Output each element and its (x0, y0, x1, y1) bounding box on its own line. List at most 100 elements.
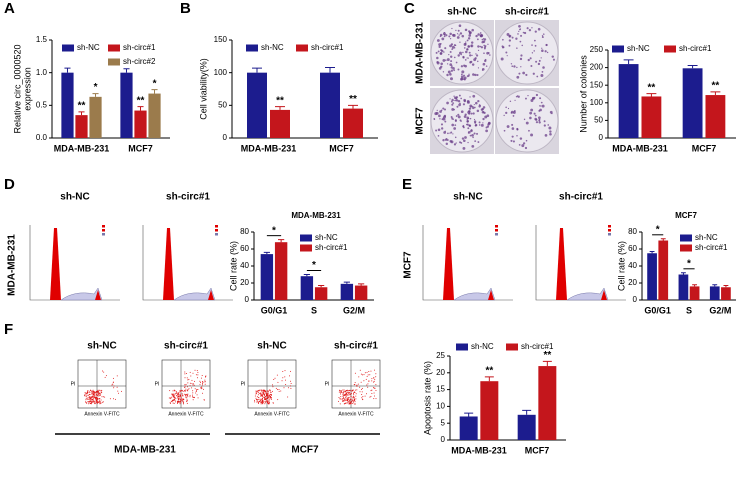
error-bar (710, 91, 721, 96)
colony (474, 121, 477, 124)
significance: * (94, 82, 98, 93)
colony (520, 54, 523, 57)
event-dot (185, 383, 187, 385)
event-dot (266, 400, 268, 402)
event-dot (348, 394, 350, 396)
event-dot (265, 395, 267, 397)
event-dot (112, 381, 114, 383)
colony (477, 67, 480, 69)
event-dot (272, 386, 274, 388)
event-dot (339, 398, 341, 400)
colony (464, 59, 467, 61)
event-dot (98, 395, 100, 397)
event-dot (201, 375, 203, 377)
colony (551, 55, 554, 58)
colony (517, 95, 520, 98)
event-dot (268, 400, 270, 402)
colony (459, 41, 461, 43)
event-dot (184, 386, 186, 388)
event-dot (348, 390, 350, 392)
colony (449, 63, 453, 67)
colony (501, 45, 504, 48)
event-dot (366, 393, 368, 395)
significance: * (312, 260, 316, 271)
colony (538, 59, 541, 62)
event-dot (266, 392, 268, 394)
legend-swatch (296, 44, 308, 52)
y-tick-label: 50 (218, 100, 227, 109)
event-dot (171, 395, 173, 397)
colony (453, 143, 457, 146)
colony (435, 129, 438, 132)
event-dot (342, 395, 344, 397)
significance: ** (78, 101, 86, 112)
event-dot (186, 400, 188, 402)
event-dot (349, 402, 351, 404)
colony (511, 127, 515, 130)
axis-label: PI (71, 381, 76, 387)
colony (449, 73, 452, 76)
event-dot (347, 397, 349, 399)
colony (456, 105, 459, 108)
event-dot (254, 395, 256, 397)
event-dot (351, 389, 353, 391)
event-dot (99, 397, 101, 399)
event-dot (350, 402, 352, 404)
colony (516, 75, 520, 79)
colony (463, 139, 466, 143)
event-dot (94, 402, 96, 404)
event-dot (173, 396, 175, 398)
event-dot (340, 396, 342, 398)
colony (466, 57, 468, 59)
error-bar (78, 111, 85, 116)
event-dot (261, 394, 263, 396)
event-dot (289, 385, 291, 387)
event-dot (271, 398, 273, 400)
event-dot (172, 396, 174, 398)
event-dot (254, 399, 256, 401)
event-dot (188, 388, 190, 390)
error-bar (484, 376, 494, 382)
colony (450, 69, 454, 72)
colony (467, 141, 469, 144)
colony (469, 54, 472, 57)
event-dot (351, 400, 353, 402)
colony (486, 51, 489, 55)
event-dot (97, 398, 99, 400)
bar (300, 276, 314, 300)
colony (525, 97, 527, 100)
colony (538, 116, 541, 120)
event-dot (121, 390, 123, 392)
y-tick-label: 20 (628, 278, 637, 287)
event-dot (371, 378, 373, 380)
histogram-legend (215, 229, 218, 232)
column-label: sh-NC (447, 7, 476, 18)
event-dot (260, 402, 262, 404)
colony (454, 124, 457, 127)
event-dot (355, 395, 357, 397)
event-dot (112, 377, 114, 379)
colony (439, 42, 442, 45)
colony (450, 100, 453, 103)
bar (75, 115, 88, 138)
colony (534, 44, 537, 47)
colony (475, 101, 478, 105)
colony (435, 51, 438, 54)
event-dot (348, 399, 350, 401)
event-dot (179, 395, 181, 397)
event-dot (280, 390, 282, 392)
column-label: sh-circ#1 (166, 192, 210, 203)
event-dot (261, 393, 263, 395)
colony (481, 38, 484, 41)
histogram-legend (102, 233, 105, 236)
colony (516, 66, 518, 69)
histogram-axes (142, 225, 233, 301)
event-dot (285, 383, 287, 385)
event-dot (112, 398, 114, 400)
bar (89, 96, 102, 138)
colony (459, 102, 461, 105)
event-dot (271, 390, 273, 392)
event-dot (89, 397, 91, 399)
event-dot (268, 401, 270, 403)
event-dot (360, 381, 362, 383)
